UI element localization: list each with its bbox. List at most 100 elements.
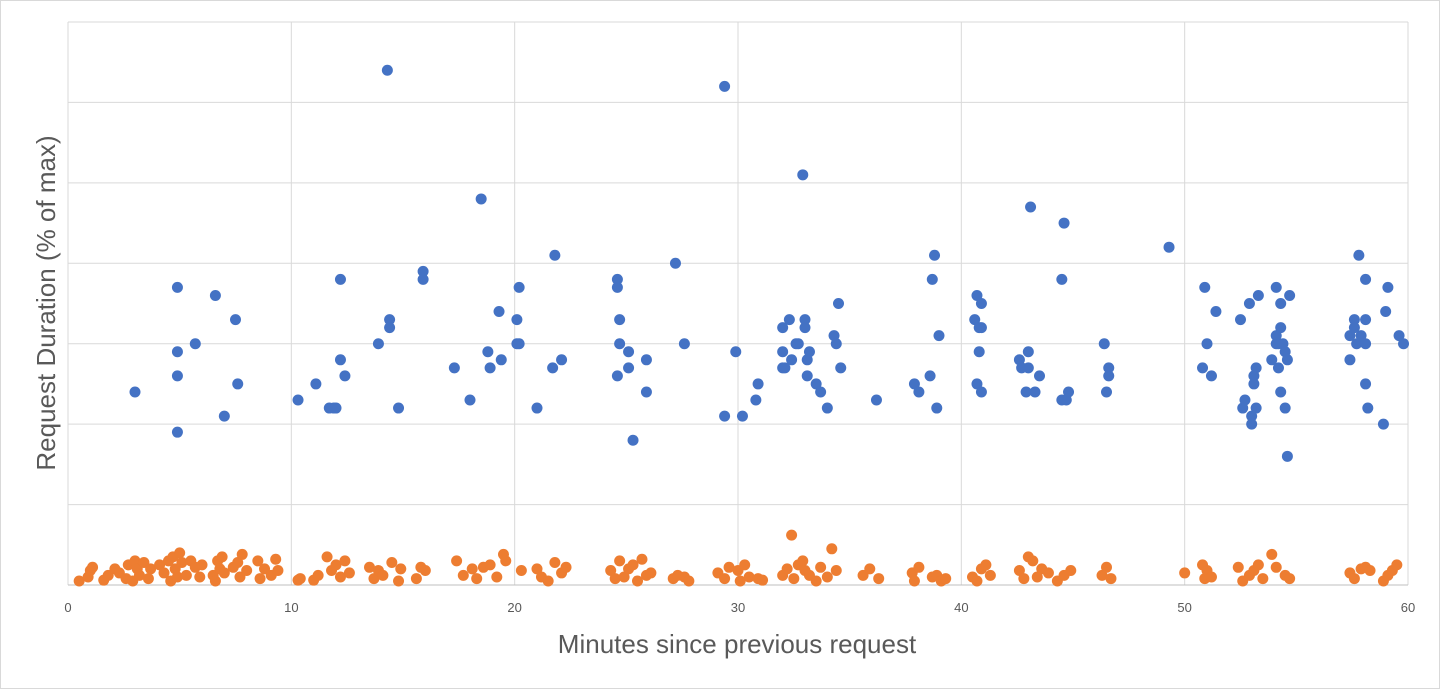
data-point xyxy=(334,354,346,366)
data-point xyxy=(272,565,284,577)
data-point xyxy=(1248,378,1260,390)
data-point xyxy=(1179,567,1191,579)
data-point xyxy=(821,402,833,414)
data-point xyxy=(1197,362,1209,374)
data-point xyxy=(495,354,507,366)
data-point xyxy=(719,410,731,422)
data-point xyxy=(133,569,145,581)
data-point xyxy=(783,314,795,326)
data-point xyxy=(158,567,170,579)
data-point xyxy=(73,575,85,587)
data-point xyxy=(645,567,657,579)
y-axis-title: Request Duration (% of max) xyxy=(31,135,61,470)
data-point xyxy=(1103,370,1115,382)
data-point xyxy=(1270,561,1282,573)
data-point xyxy=(1232,561,1244,573)
data-point xyxy=(810,575,822,587)
data-point xyxy=(419,565,431,577)
data-point xyxy=(1344,354,1356,366)
data-point xyxy=(799,314,811,326)
data-point xyxy=(312,569,324,581)
data-point xyxy=(821,571,833,583)
data-point xyxy=(984,569,996,581)
data-point xyxy=(873,573,885,585)
x-tick-label: 20 xyxy=(507,600,521,615)
data-point xyxy=(1344,330,1356,342)
data-point xyxy=(1063,386,1075,398)
data-point xyxy=(933,330,945,342)
data-point xyxy=(975,298,987,309)
data-point xyxy=(556,354,568,366)
data-point xyxy=(815,386,827,398)
data-point xyxy=(330,402,342,414)
data-point xyxy=(1235,314,1246,326)
data-point xyxy=(1056,273,1068,285)
data-point xyxy=(236,548,248,560)
data-point xyxy=(1205,370,1217,382)
data-point xyxy=(1382,281,1394,293)
data-point xyxy=(549,249,561,261)
data-point xyxy=(1065,565,1077,577)
data-point xyxy=(1266,548,1278,560)
data-point xyxy=(381,64,393,76)
data-point xyxy=(908,575,920,587)
data-point xyxy=(627,559,639,571)
data-point xyxy=(788,573,800,585)
data-point xyxy=(1360,378,1372,390)
data-point xyxy=(1257,573,1269,585)
data-point xyxy=(384,322,396,334)
data-point xyxy=(218,567,230,579)
data-point xyxy=(730,346,742,358)
data-point xyxy=(189,338,201,350)
data-point xyxy=(777,322,789,334)
data-point xyxy=(1013,565,1025,577)
data-point xyxy=(384,314,396,326)
data-point xyxy=(833,298,844,309)
data-point xyxy=(386,556,398,568)
data-point xyxy=(1199,281,1211,293)
data-point xyxy=(739,559,751,571)
data-point xyxy=(1364,565,1376,577)
data-point xyxy=(623,346,635,358)
data-point xyxy=(1025,201,1037,213)
data-point xyxy=(1101,561,1112,573)
data-point xyxy=(1398,338,1410,350)
data-point xyxy=(209,289,221,301)
data-point xyxy=(1351,338,1363,350)
data-point xyxy=(830,338,842,350)
data-point xyxy=(547,362,559,374)
data-point xyxy=(614,314,626,326)
data-point xyxy=(1348,573,1360,585)
x-tick-label: 50 xyxy=(1177,600,1191,615)
data-point xyxy=(1018,573,1030,585)
data-point xyxy=(500,555,512,567)
data-point xyxy=(417,273,429,285)
data-point xyxy=(640,386,652,398)
data-point xyxy=(969,314,981,326)
data-point xyxy=(513,281,525,293)
x-tick-labels: 0 10 20 30 40 50 60 xyxy=(64,600,1415,615)
data-point xyxy=(377,569,389,581)
data-point xyxy=(924,370,936,382)
data-point xyxy=(87,561,99,573)
data-point xyxy=(292,394,304,406)
data-point xyxy=(797,169,809,181)
data-point xyxy=(129,386,141,398)
data-point xyxy=(451,555,463,567)
data-point xyxy=(980,559,992,571)
data-point xyxy=(482,346,494,358)
data-point xyxy=(1022,362,1034,374)
data-point xyxy=(801,370,813,382)
data-point xyxy=(232,556,244,568)
data-point xyxy=(1246,410,1258,422)
data-point xyxy=(560,561,572,573)
data-point xyxy=(803,346,815,358)
data-point xyxy=(1281,450,1293,462)
data-point xyxy=(975,386,987,398)
data-point xyxy=(1275,322,1287,334)
data-point xyxy=(491,571,503,583)
data-point xyxy=(216,551,228,563)
data-point xyxy=(1027,555,1039,567)
data-point xyxy=(1042,567,1054,579)
data-point xyxy=(815,561,827,573)
